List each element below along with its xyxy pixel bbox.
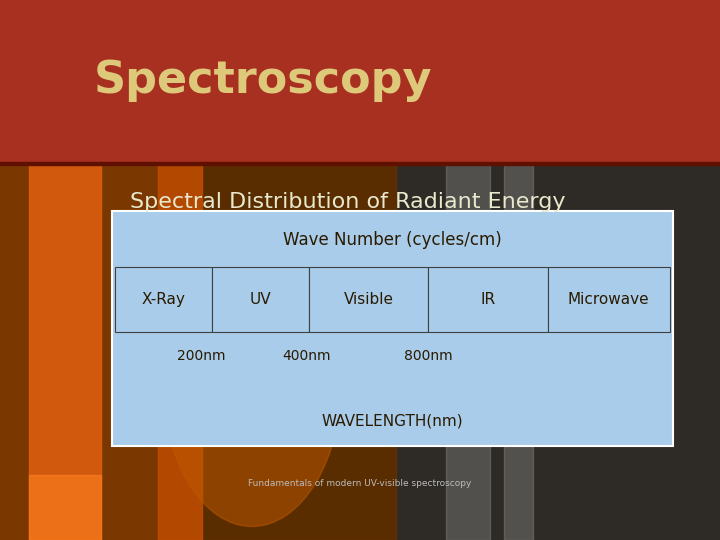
- Bar: [548, 267, 670, 332]
- Text: 200nm: 200nm: [177, 349, 225, 363]
- Bar: [158, 151, 202, 540]
- Bar: [212, 267, 309, 332]
- Text: 800nm: 800nm: [404, 349, 453, 363]
- Bar: [446, 151, 490, 540]
- Ellipse shape: [162, 230, 342, 526]
- Text: Microwave: Microwave: [568, 292, 649, 307]
- Bar: [202, 151, 396, 540]
- Bar: [112, 211, 673, 446]
- Text: Fundamentals of modern UV-visible spectroscopy: Fundamentals of modern UV-visible spectr…: [248, 479, 472, 488]
- Bar: [309, 267, 428, 332]
- Text: 400nm: 400nm: [282, 349, 330, 363]
- Text: Visible: Visible: [344, 292, 394, 307]
- Text: Spectroscopy: Spectroscopy: [94, 59, 432, 103]
- Bar: [0, 162, 720, 165]
- Text: Wave Number (cycles/cm): Wave Number (cycles/cm): [283, 231, 502, 249]
- Text: X-Ray: X-Ray: [142, 292, 186, 307]
- Bar: [428, 267, 548, 332]
- Bar: [115, 267, 212, 332]
- Bar: [396, 151, 720, 540]
- Bar: [29, 151, 101, 540]
- Text: UV: UV: [250, 292, 271, 307]
- Bar: [29, 475, 101, 540]
- Text: IR: IR: [480, 292, 495, 307]
- Text: Spectral Distribution of Radiant Energy: Spectral Distribution of Radiant Energy: [130, 192, 565, 213]
- Text: WAVELENGTH(nm): WAVELENGTH(nm): [322, 414, 463, 429]
- Bar: [0, 151, 202, 540]
- Bar: [0, 0, 720, 162]
- Bar: [504, 151, 533, 540]
